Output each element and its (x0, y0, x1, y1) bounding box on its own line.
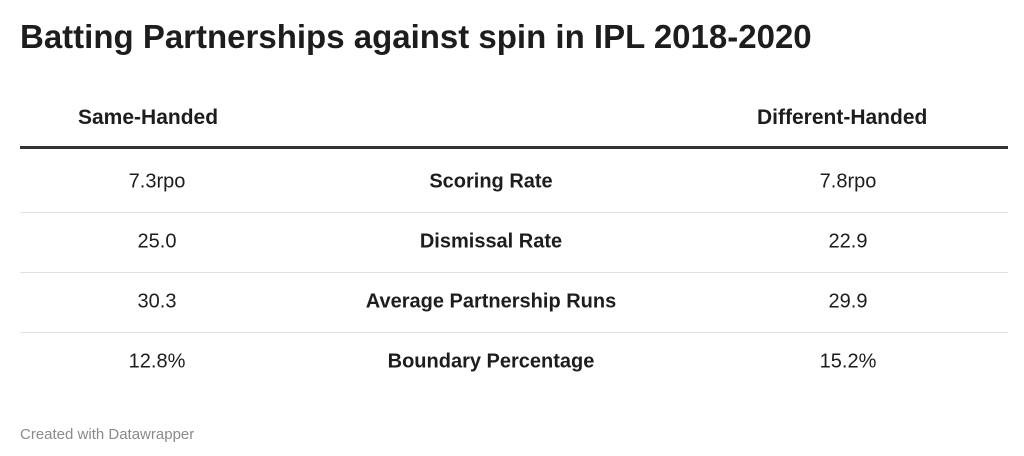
row-label: Scoring Rate (429, 170, 553, 193)
cell-value: 15.2% (819, 350, 877, 373)
column-header: Same-Handed (78, 106, 219, 129)
cell-value: 12.8% (128, 350, 186, 373)
credit: Created with Datawrapper (20, 426, 195, 443)
cell-value: 29.9 (828, 290, 868, 313)
cell-value: 25.0 (137, 230, 177, 253)
row-label: Average Partnership Runs (365, 290, 617, 313)
cell-value: 7.3rpo (128, 170, 186, 193)
title: Batting Partnerships against spin in IPL… (20, 18, 812, 55)
column-header: Different-Handed (757, 106, 928, 129)
header-rule (20, 146, 1008, 149)
row-label: Dismissal Rate (419, 230, 563, 253)
cell-value: 7.8rpo (819, 170, 877, 193)
cell-value: 22.9 (828, 230, 868, 253)
row-label: Boundary Percentage (387, 350, 595, 373)
row-divider (20, 272, 1008, 273)
cell-value: 30.3 (137, 290, 177, 313)
row-divider (20, 332, 1008, 333)
row-divider (20, 212, 1008, 213)
